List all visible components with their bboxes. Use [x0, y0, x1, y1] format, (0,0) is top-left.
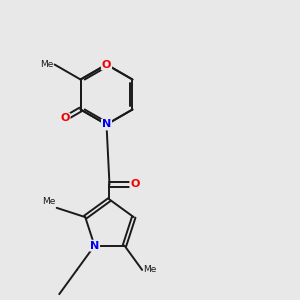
Text: O: O: [102, 59, 111, 70]
Text: N: N: [90, 241, 99, 250]
Text: O: O: [60, 113, 70, 124]
Text: N: N: [102, 119, 111, 130]
Text: Me: Me: [144, 266, 157, 274]
Text: Me: Me: [40, 60, 53, 69]
Text: Me: Me: [42, 197, 55, 206]
Text: O: O: [130, 179, 140, 190]
